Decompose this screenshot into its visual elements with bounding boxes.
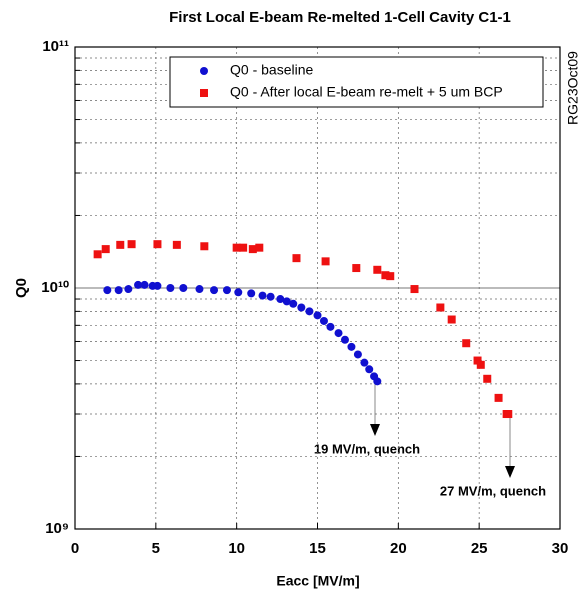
point (360, 358, 369, 367)
point (124, 285, 133, 294)
point (247, 289, 256, 298)
point (276, 295, 285, 304)
point (248, 245, 257, 254)
legend-marker (200, 67, 208, 75)
point (234, 288, 243, 297)
x-axis-label: Eacc [MV/m] (276, 573, 359, 589)
point (340, 335, 349, 344)
point (258, 291, 267, 300)
point (494, 393, 503, 402)
point (101, 245, 110, 254)
point (365, 365, 374, 374)
x-tick-label: 0 (71, 540, 79, 557)
point (282, 297, 291, 306)
point (473, 356, 482, 365)
point (232, 243, 241, 252)
point (153, 240, 162, 249)
point (476, 360, 485, 369)
chart-title: First Local E-beam Re-melted 1-Cell Cavi… (169, 9, 511, 26)
y-tick-label: 10⁹ (45, 520, 69, 537)
x-tick-label: 20 (390, 540, 407, 557)
point (321, 257, 330, 266)
point (166, 284, 175, 292)
point (222, 286, 231, 295)
arrow-head (370, 424, 380, 436)
point (289, 299, 298, 308)
point (210, 286, 219, 295)
point (373, 377, 382, 386)
point (447, 315, 456, 324)
point (200, 242, 209, 251)
point (239, 243, 248, 252)
y-tick-label: 10¹¹ (42, 38, 69, 55)
plot-frame (74, 46, 561, 530)
arrow-head (505, 466, 515, 478)
point (313, 311, 322, 320)
point (103, 286, 112, 295)
point (381, 271, 390, 280)
x-tick-label: 15 (309, 540, 326, 557)
point (93, 250, 102, 259)
legend-label: Q0 - baseline (230, 62, 313, 78)
point (255, 243, 264, 252)
point (347, 342, 356, 351)
annotation: 27 MV/m, quench (440, 483, 546, 498)
x-tick-label: 25 (471, 540, 488, 557)
point (305, 307, 314, 316)
point (462, 339, 471, 348)
point (352, 264, 361, 273)
point (386, 272, 395, 281)
legend-label: Q0 - After local E-beam re-melt + 5 um B… (230, 84, 503, 100)
point (334, 329, 343, 338)
point (179, 284, 188, 292)
point (127, 240, 136, 249)
x-tick-label: 5 (152, 540, 160, 557)
legend-box (169, 56, 544, 108)
point (353, 350, 362, 359)
point (195, 285, 204, 294)
x-tick-label: 10 (228, 540, 245, 557)
point (116, 240, 125, 249)
y-axis-label: Q0 (13, 278, 30, 298)
point (114, 286, 123, 295)
point (292, 254, 301, 263)
point (134, 280, 143, 289)
y-tick-label: 10¹⁰ (41, 279, 69, 296)
point (326, 322, 335, 331)
annotation: 19 MV/m, quench (314, 441, 420, 456)
point (410, 285, 419, 294)
point (140, 280, 149, 289)
point (504, 410, 513, 419)
point (153, 281, 162, 290)
point (266, 292, 275, 301)
legend-marker (200, 89, 208, 97)
point (172, 240, 181, 249)
point (436, 303, 445, 312)
point (297, 303, 306, 312)
side-note: RG23Oct09 (565, 51, 581, 125)
point (373, 265, 382, 274)
point (319, 316, 328, 325)
point (483, 374, 492, 383)
x-tick-label: 30 (552, 540, 569, 557)
